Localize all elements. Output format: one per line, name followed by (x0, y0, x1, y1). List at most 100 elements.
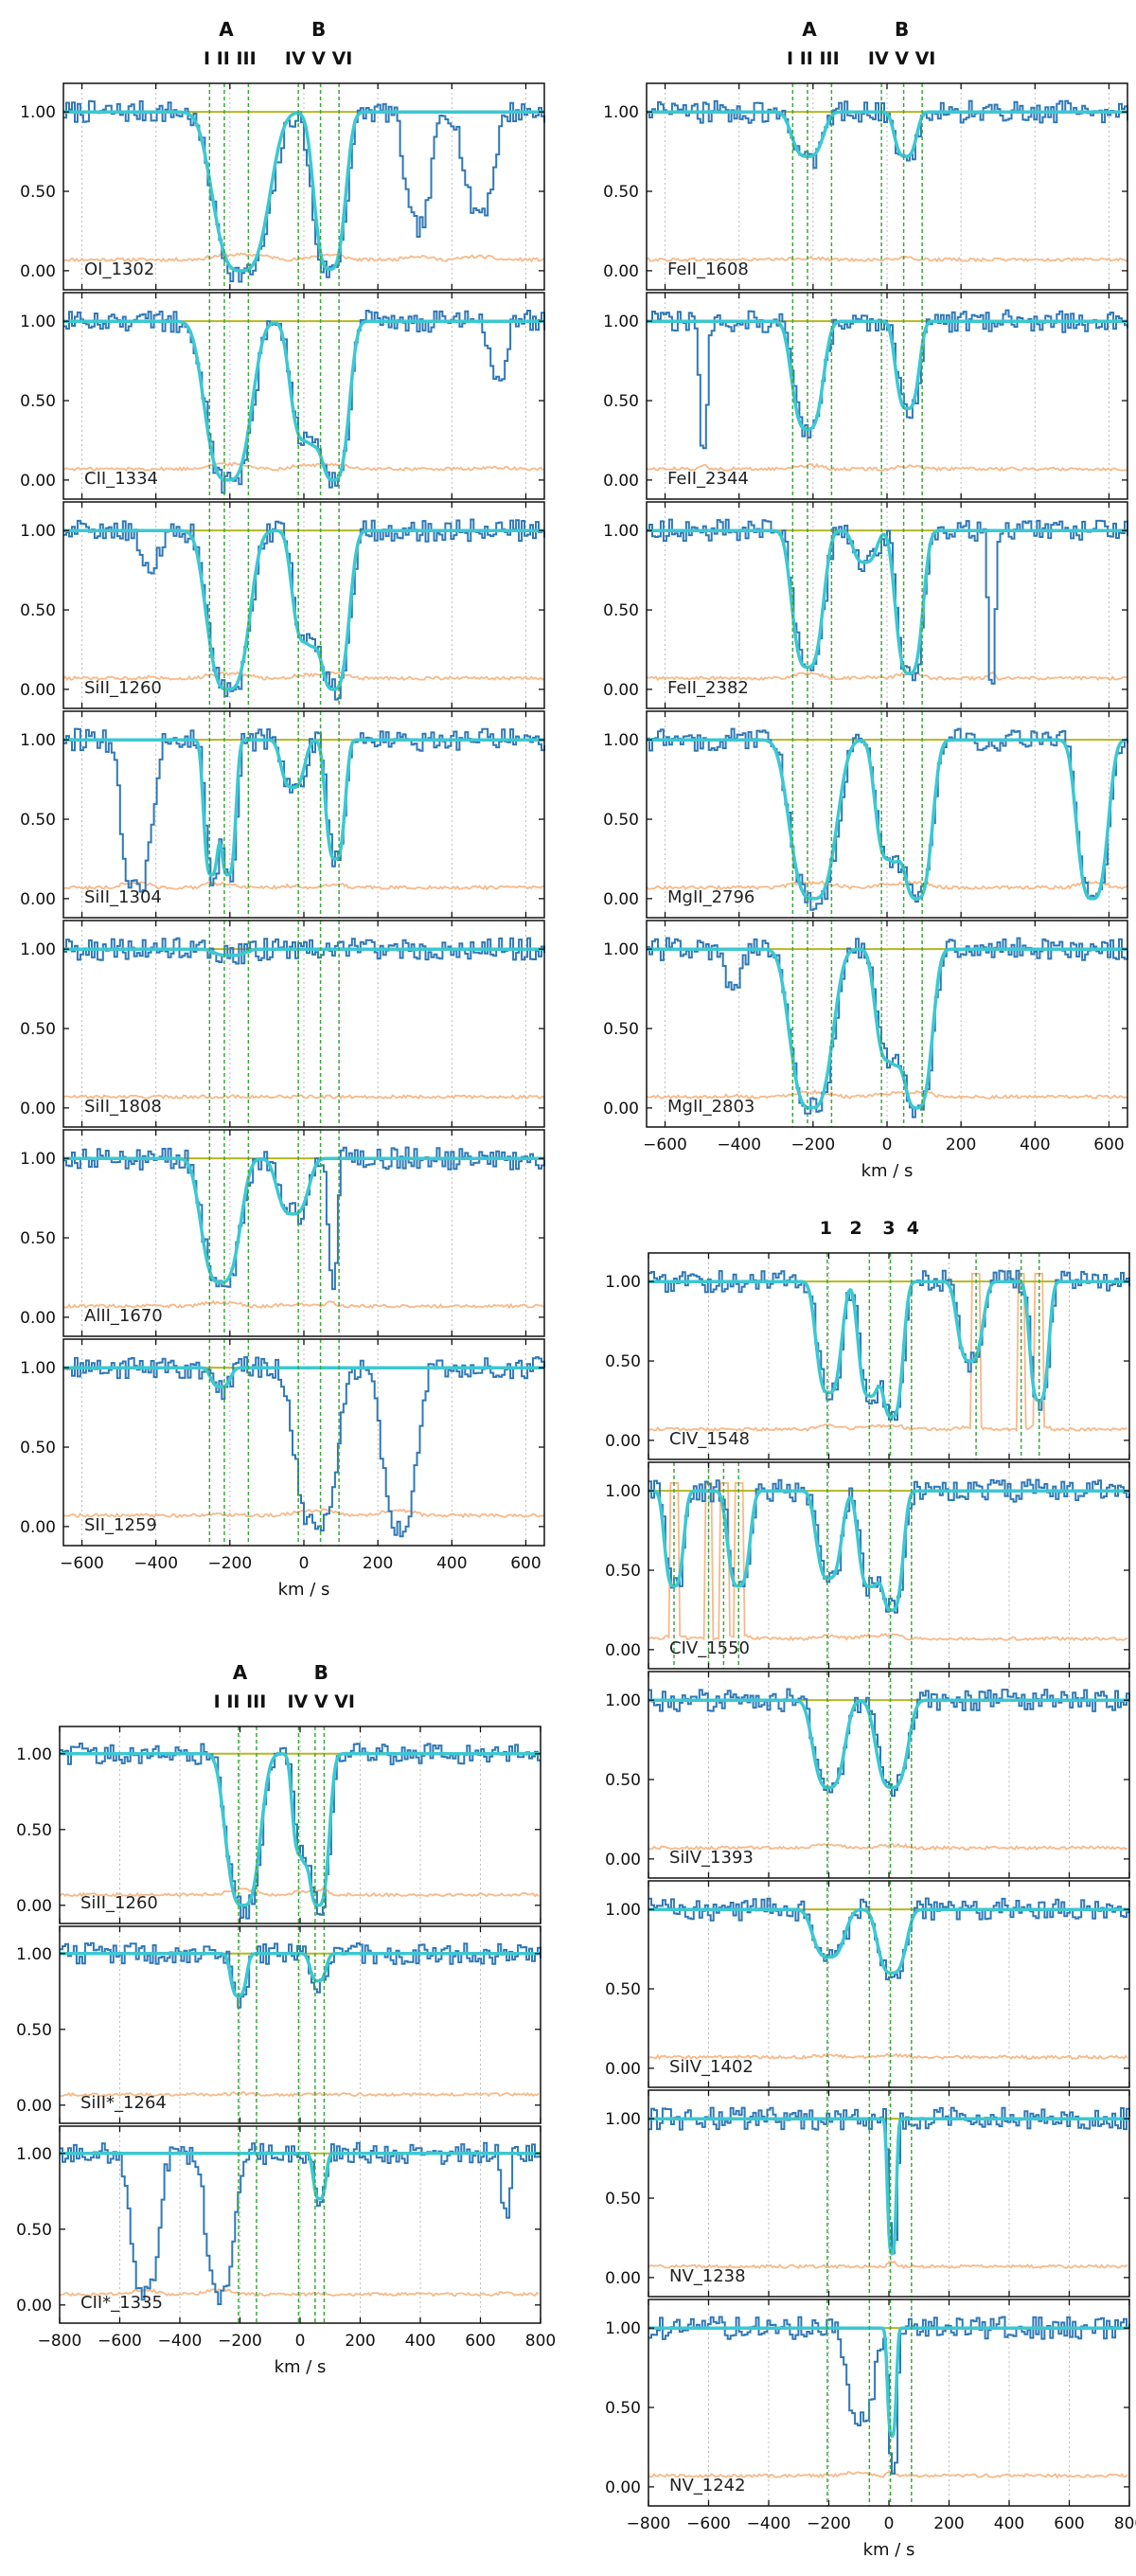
x-tick-label: −600 (98, 2332, 142, 2351)
panel-civ-1548: 0.00 0.50 1.00 CIV_1548 (605, 1252, 1130, 1460)
y-tick-label: 0.50 (16, 2221, 52, 2240)
y-tick-label: 0.00 (605, 1641, 641, 1660)
panel-label: CII*_1335 (80, 2293, 163, 2313)
y-tick-label: 0.50 (20, 392, 56, 411)
panel-siii-1264: 0.00 0.50 1.00 SiII*_1264 (16, 1925, 541, 2124)
x-tick-label: −400 (133, 1554, 178, 1573)
x-tick-label: 0 (882, 1136, 893, 1154)
y-tick-label: 1.00 (605, 2110, 641, 2129)
y-tick-label: 1.00 (20, 1150, 56, 1169)
y-tick-label: 0.00 (605, 2060, 641, 2079)
panel-label: CIV_1548 (669, 1429, 750, 1449)
component-label-1: I II III (787, 48, 840, 69)
panel-label: AlII_1670 (84, 1306, 163, 1326)
group-label-B: B (895, 18, 909, 41)
panel-cii-1334: 0.00 0.50 1.00 CII_1334 (20, 292, 545, 500)
x-tick-label: −600 (60, 1554, 104, 1573)
y-tick-label: 0.00 (20, 1518, 56, 1537)
y-tick-label: 0.50 (605, 2190, 641, 2209)
y-tick-label: 0.00 (603, 681, 639, 700)
error-spectrum (648, 1842, 1128, 1852)
error-spectrum (646, 255, 1128, 263)
x-tick-label: 0 (295, 2332, 306, 2351)
y-tick-label: 0.00 (20, 890, 56, 909)
y-tick-label: 1.00 (603, 731, 639, 750)
y-tick-label: 1.00 (16, 2145, 52, 2164)
x-tick-label: 600 (465, 2332, 495, 2351)
y-tick-label: 0.00 (20, 1100, 56, 1118)
y-tick-label: 0.50 (603, 183, 639, 202)
y-tick-label: 1.00 (603, 940, 639, 959)
panel-siii-1260: 0.00 0.50 1.00 SiII_1260 (16, 1726, 541, 1924)
y-tick-label: 0.50 (605, 1562, 641, 1581)
panel-label: CIV_1550 (669, 1638, 750, 1658)
group-label-B: B (311, 18, 326, 41)
model-fit (647, 738, 1128, 901)
y-tick-label: 0.50 (603, 601, 639, 620)
model-fit (647, 947, 1127, 1110)
x-tick-label: 200 (946, 1136, 976, 1154)
error-spectrum (646, 462, 1128, 473)
panel-label: FeII_2382 (667, 678, 749, 698)
y-tick-label: 0.50 (605, 1352, 641, 1371)
y-tick-label: 0.00 (16, 1897, 52, 1916)
y-tick-label: 1.00 (20, 313, 56, 331)
y-tick-label: 0.00 (605, 2269, 641, 2288)
data-spectrum (648, 1897, 1130, 1980)
y-tick-label: 1.00 (20, 1359, 56, 1378)
x-tick-label: −400 (158, 2332, 203, 2351)
panel-label: SiII_1260 (80, 1893, 158, 1913)
panel-label: SiII_1304 (84, 887, 162, 907)
y-tick-label: 0.50 (20, 1229, 56, 1248)
component-label-1: I II III (214, 1691, 267, 1712)
panel-label: MgII_2796 (667, 887, 754, 907)
y-tick-label: 1.00 (20, 522, 56, 541)
model-fit (648, 1698, 1128, 1790)
y-tick-label: 0.00 (20, 681, 56, 700)
x-tick-label: −200 (218, 2332, 262, 2351)
y-tick-label: 1.00 (20, 731, 56, 750)
x-tick-label: −400 (747, 2514, 791, 2533)
model-fit (63, 528, 544, 691)
component-label-2: IV V VI (285, 48, 352, 69)
x-tick-label: −800 (38, 2332, 82, 2351)
panel-label: CII_1334 (84, 469, 158, 489)
y-tick-label: 1.00 (603, 522, 639, 541)
data-spectrum (63, 1356, 545, 1538)
panel-label: MgII_2803 (667, 1097, 754, 1117)
y-tick-label: 0.00 (20, 1309, 56, 1328)
error-spectrum (646, 1089, 1128, 1100)
y-tick-label: 0.50 (605, 2399, 641, 2418)
y-tick-label: 0.50 (20, 601, 56, 620)
component-label-2: 2 (849, 1218, 861, 1239)
x-tick-label: −400 (717, 1136, 761, 1154)
y-tick-label: 1.00 (605, 2319, 641, 2338)
y-tick-label: 0.50 (605, 1980, 641, 1999)
panel-nv-1242: 0.00 0.50 1.00 NV_1242 (605, 2299, 1130, 2507)
error-spectrum (648, 2470, 1128, 2479)
component-label-1: 1 (820, 1218, 832, 1239)
panel-label: SiIV_1393 (669, 1848, 754, 1868)
error-spectrum (646, 880, 1128, 891)
y-tick-label: 0.00 (605, 1432, 641, 1451)
panel-label: SiII_1808 (84, 1097, 162, 1117)
model-fit (63, 947, 544, 957)
x-axis-label: km / s (275, 2357, 327, 2377)
model-fit (63, 110, 544, 273)
y-tick-label: 0.00 (603, 1100, 639, 1118)
chart-1: A BI II III IV V VI0.000.501.00OI_13020.00… (20, 18, 545, 1600)
y-tick-label: 0.50 (20, 1439, 56, 1458)
y-tick-label: 0.50 (603, 811, 639, 830)
error-spectrum (648, 2260, 1128, 2270)
x-tick-label: −800 (627, 2514, 671, 2533)
group-label-B: B (314, 1661, 328, 1684)
panel-nv-1238: 0.00 0.50 1.00 NV_1238 (605, 2089, 1130, 2298)
y-tick-label: 1.00 (16, 1745, 52, 1764)
x-tick-label: 200 (363, 1554, 393, 1573)
x-tick-label: −200 (790, 1136, 835, 1154)
model-fit (648, 2117, 1128, 2256)
x-tick-label: 800 (1114, 2514, 1136, 2533)
data-spectrum (60, 1941, 541, 2009)
error-spectrum (62, 1094, 545, 1100)
component-label-3: 3 (882, 1218, 895, 1239)
